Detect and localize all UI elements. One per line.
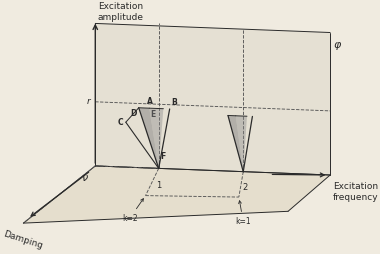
Polygon shape: [24, 166, 330, 223]
Text: ν: ν: [82, 173, 88, 183]
Text: C: C: [117, 118, 123, 127]
Text: F: F: [160, 152, 166, 161]
Text: k=2: k=2: [122, 199, 143, 223]
Polygon shape: [228, 116, 243, 172]
Text: Excitation
amplitude: Excitation amplitude: [98, 2, 144, 22]
Text: Damping: Damping: [3, 229, 44, 251]
Text: r: r: [87, 97, 91, 106]
Text: 1: 1: [156, 181, 161, 190]
Polygon shape: [149, 108, 163, 168]
Text: A: A: [147, 97, 153, 106]
Text: φ: φ: [334, 40, 341, 50]
Text: Excitation
frequency: Excitation frequency: [333, 182, 378, 202]
Text: B: B: [171, 98, 177, 107]
Polygon shape: [139, 108, 159, 168]
Text: k=1: k=1: [236, 201, 251, 226]
Polygon shape: [95, 23, 330, 175]
Text: 2: 2: [242, 183, 248, 192]
Text: D: D: [131, 109, 137, 118]
Polygon shape: [236, 116, 247, 172]
Text: E: E: [150, 110, 155, 119]
